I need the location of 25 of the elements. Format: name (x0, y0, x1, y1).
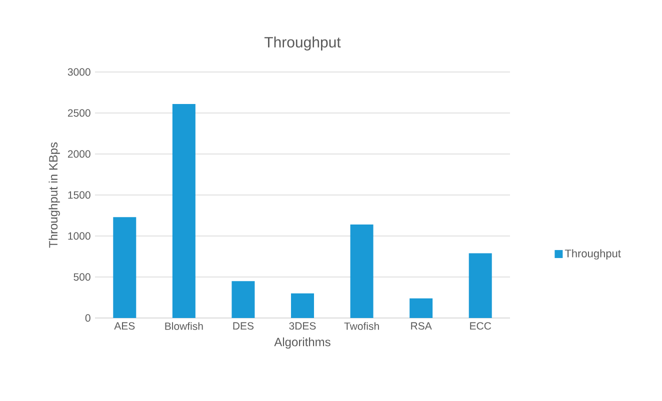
y-tick-label: 3000 (68, 68, 90, 76)
bar (172, 104, 196, 318)
x-tick-label: 3DES (289, 322, 316, 330)
bar (232, 281, 255, 318)
chart-title: Throughput (264, 36, 341, 50)
y-tick-label: 2000 (68, 150, 90, 158)
x-tick-label: ECC (470, 322, 492, 330)
bar (291, 293, 314, 318)
y-tick-label: 2500 (68, 109, 90, 117)
x-axis-title: Algorithms (274, 337, 330, 349)
y-tick-label: 500 (74, 273, 90, 281)
bar (350, 224, 374, 318)
y-axis-title: Throughput in KBps (48, 142, 60, 248)
x-tick-label: Twofish (344, 322, 379, 330)
x-tick-label: AES (114, 322, 135, 330)
bar (468, 253, 492, 318)
x-tick-label: DES (233, 322, 254, 330)
bar (113, 217, 136, 318)
x-tick-label: Blowfish (165, 322, 203, 330)
legend-label: Throughput (564, 249, 621, 260)
x-tick-label: RSA (411, 322, 432, 330)
bar (410, 298, 433, 318)
y-tick-label: 1000 (68, 232, 90, 240)
y-tick-label: 1500 (68, 191, 90, 199)
y-tick-label: 0 (85, 314, 90, 322)
